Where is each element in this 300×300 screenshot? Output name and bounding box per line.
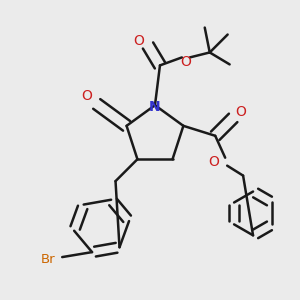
Text: O: O: [208, 155, 219, 169]
Text: O: O: [236, 105, 247, 119]
Text: N: N: [149, 100, 161, 114]
Text: O: O: [134, 34, 145, 47]
Text: Br: Br: [41, 253, 56, 266]
Text: O: O: [180, 56, 191, 69]
Text: O: O: [81, 89, 92, 103]
